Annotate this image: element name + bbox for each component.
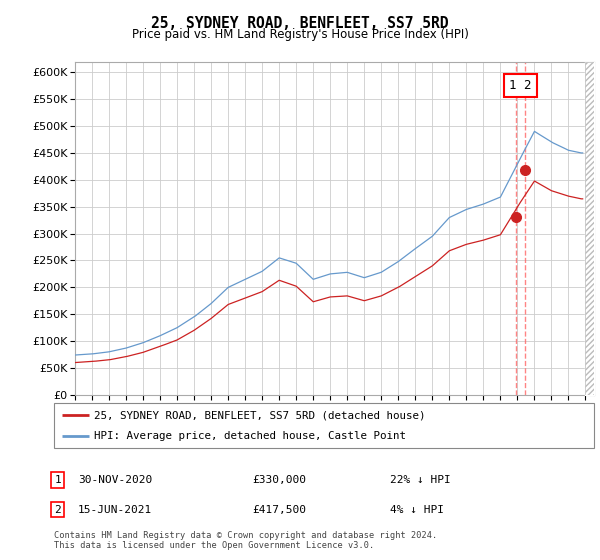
Text: 1: 1 [54,475,61,485]
Text: 1 2: 1 2 [509,80,532,92]
Text: Price paid vs. HM Land Registry's House Price Index (HPI): Price paid vs. HM Land Registry's House … [131,28,469,41]
Text: 2: 2 [54,505,61,515]
Text: Contains HM Land Registry data © Crown copyright and database right 2024.
This d: Contains HM Land Registry data © Crown c… [54,531,437,550]
Text: 22% ↓ HPI: 22% ↓ HPI [390,475,451,485]
Text: 15-JUN-2021: 15-JUN-2021 [78,505,152,515]
FancyBboxPatch shape [54,403,594,448]
Text: 25, SYDNEY ROAD, BENFLEET, SS7 5RD: 25, SYDNEY ROAD, BENFLEET, SS7 5RD [151,16,449,31]
Text: £417,500: £417,500 [252,505,306,515]
Text: HPI: Average price, detached house, Castle Point: HPI: Average price, detached house, Cast… [95,431,407,441]
Text: £330,000: £330,000 [252,475,306,485]
Text: 4% ↓ HPI: 4% ↓ HPI [390,505,444,515]
Text: 30-NOV-2020: 30-NOV-2020 [78,475,152,485]
Bar [586,62,594,395]
Text: 25, SYDNEY ROAD, BENFLEET, SS7 5RD (detached house): 25, SYDNEY ROAD, BENFLEET, SS7 5RD (deta… [95,410,426,421]
